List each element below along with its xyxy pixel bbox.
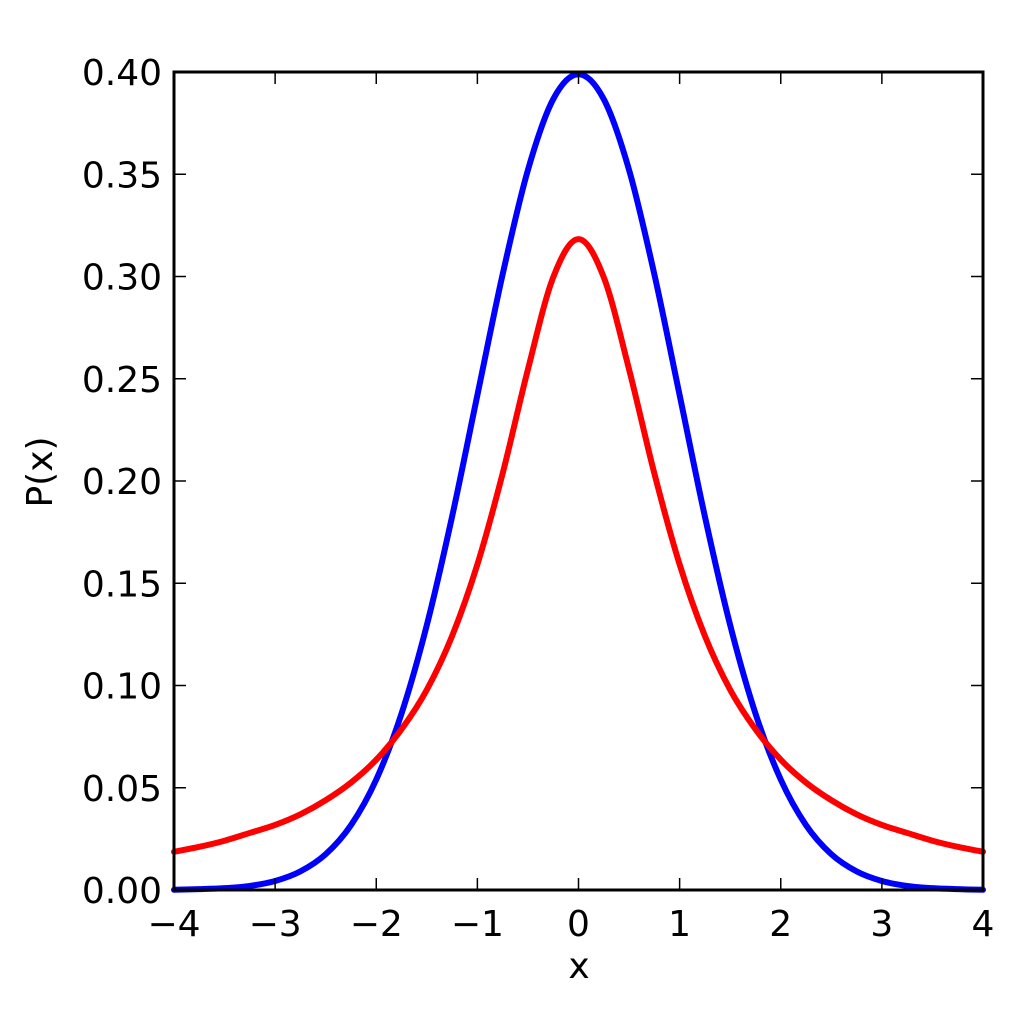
x-tick-label: 4 (972, 904, 995, 945)
x-tick-labels: −4 −3 −2 −1 0 1 2 3 4 (147, 904, 994, 945)
y-tick-label: 0.20 (82, 462, 162, 503)
y-axis-label: P(x) (20, 436, 61, 507)
x-tick-label: 2 (769, 904, 792, 945)
y-tick-labels: 0.00 0.05 0.10 0.15 0.20 0.25 0.30 0.35 0.40 (82, 53, 162, 912)
x-axis-label: x (568, 946, 589, 987)
series-layer (171, 71, 986, 893)
y-tick-label: 0.30 (82, 258, 162, 299)
x-tick-label: −2 (350, 904, 403, 945)
y-tick-label: 0.40 (82, 53, 162, 94)
y-tick-label: 0.00 (82, 871, 162, 912)
x-tick-label: 0 (567, 904, 590, 945)
series-line-2 (171, 236, 986, 855)
x-tick-label: 3 (870, 904, 893, 945)
y-tick-label: 0.15 (82, 564, 162, 605)
x-tick-label: −3 (249, 904, 302, 945)
y-tick-label: 0.25 (82, 360, 162, 401)
x-tick-label: −1 (451, 904, 504, 945)
y-tick-label: 0.10 (82, 667, 162, 708)
tick-layer (173, 71, 984, 891)
y-tick-label: 0.35 (82, 155, 162, 196)
x-tick-label: 1 (668, 904, 691, 945)
x-tick-label: −4 (147, 904, 200, 945)
series-line-1 (171, 71, 986, 893)
plot-frame (172, 70, 985, 892)
y-tick-label: 0.05 (82, 769, 162, 810)
